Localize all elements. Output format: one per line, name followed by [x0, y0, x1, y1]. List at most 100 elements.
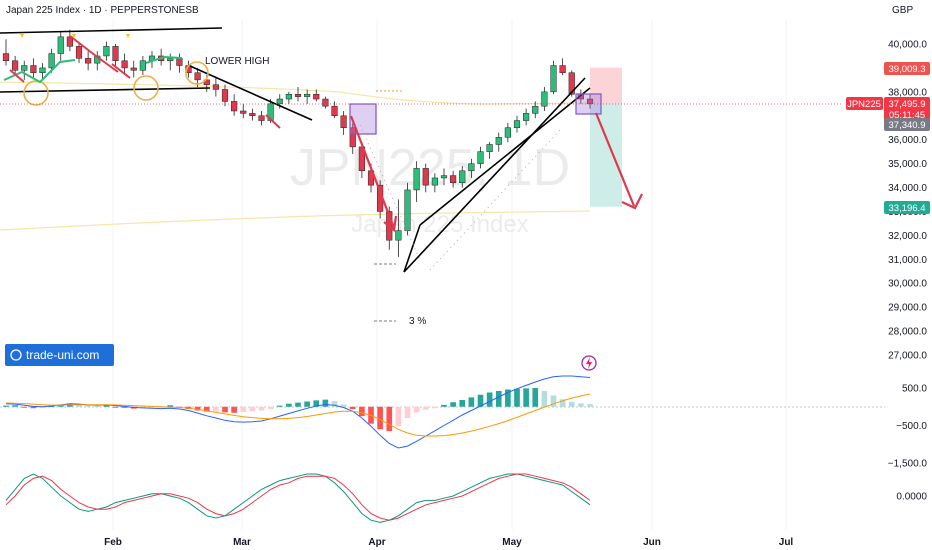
macd-histogram-bar: [249, 406, 256, 412]
lightning-event-icon[interactable]: [581, 355, 597, 371]
rising-trendline-base[interactable]: [403, 224, 421, 273]
candle[interactable]: [304, 89, 311, 104]
candle-body: [139, 60, 146, 71]
candle[interactable]: [249, 108, 256, 121]
candle[interactable]: [413, 161, 420, 202]
down-arrow-1[interactable]: [349, 115, 396, 229]
macd-histogram-bar: [505, 389, 511, 407]
candle-body: [285, 93, 292, 100]
upper-channel-line[interactable]: [0, 27, 223, 34]
candle[interactable]: [495, 132, 502, 152]
candle[interactable]: [349, 122, 356, 155]
candle[interactable]: [139, 55, 146, 76]
candle[interactable]: [541, 87, 548, 111]
candle[interactable]: [586, 94, 594, 109]
candle[interactable]: [48, 48, 55, 73]
date-tick: Feb: [104, 537, 122, 548]
candle[interactable]: [313, 89, 320, 102]
candle[interactable]: [75, 41, 83, 64]
candle[interactable]: [112, 44, 119, 66]
candle[interactable]: [477, 146, 484, 169]
candle-body: [48, 53, 55, 69]
candle[interactable]: [2, 39, 10, 66]
candle[interactable]: [422, 163, 429, 193]
logo-text: trade-uni.com: [26, 348, 99, 362]
candle[interactable]: [459, 166, 466, 188]
lower-high-trendline[interactable]: [189, 65, 313, 121]
candle[interactable]: [532, 101, 539, 119]
candle[interactable]: [550, 60, 557, 95]
candle[interactable]: [331, 101, 338, 119]
candle[interactable]: [294, 87, 302, 102]
position-zones[interactable]: [590, 67, 622, 207]
candle-body: [75, 46, 83, 59]
candle-body: [340, 115, 347, 128]
candle[interactable]: [12, 55, 19, 76]
dotted-projection-2: [429, 129, 561, 271]
candle[interactable]: [258, 110, 265, 126]
candle[interactable]: [468, 158, 475, 178]
macd-histogram-bar: [587, 404, 593, 407]
candle[interactable]: [559, 58, 566, 76]
candle[interactable]: [431, 173, 438, 193]
macd-pane[interactable]: 500.0 −500.0 −1,500.0: [3, 375, 927, 470]
stop-zone[interactable]: [590, 103, 622, 207]
rising-trendline-2[interactable]: [419, 87, 591, 226]
candle[interactable]: [513, 115, 521, 133]
candle[interactable]: [221, 84, 229, 107]
candle-body: [130, 67, 137, 71]
currency-label[interactable]: GBP: [892, 5, 913, 16]
candle-body: [559, 65, 566, 73]
candle[interactable]: [21, 60, 28, 80]
macd-histogram-bar: [514, 388, 520, 407]
candle[interactable]: [39, 63, 46, 80]
candle[interactable]: [30, 58, 37, 78]
rising-trendline-1[interactable]: [403, 77, 586, 273]
candle[interactable]: [85, 51, 92, 71]
candle[interactable]: [285, 91, 292, 104]
drawings[interactable]: [0, 27, 643, 322]
candle[interactable]: [240, 103, 247, 119]
candle[interactable]: [94, 51, 101, 71]
red-zigzag-1: [69, 35, 119, 73]
macd-histogram-bar: [286, 403, 292, 407]
grid: [112, 20, 787, 530]
candle[interactable]: [450, 170, 457, 188]
candle[interactable]: [340, 110, 347, 135]
candle[interactable]: [440, 168, 448, 186]
candle[interactable]: [322, 96, 329, 109]
candle[interactable]: [523, 108, 530, 126]
candle-body: [240, 110, 247, 114]
candle[interactable]: [121, 53, 128, 73]
candle-body: [349, 127, 356, 148]
candle[interactable]: [176, 53, 183, 73]
macd-histogram-bar: [550, 395, 557, 407]
lower-channel-line[interactable]: [0, 87, 211, 93]
down-arrow-2[interactable]: [594, 112, 636, 207]
date-tick: Jul: [779, 537, 794, 548]
candle[interactable]: [130, 60, 137, 78]
target-zone[interactable]: [590, 67, 622, 104]
watermark-symbol: JPN225, 1D: [290, 139, 570, 197]
candle[interactable]: [167, 53, 174, 71]
candle[interactable]: [404, 182, 411, 236]
candle-body: [504, 127, 511, 138]
candle[interactable]: [103, 41, 110, 61]
oscillator-pane[interactable]: 0.0000: [5, 473, 927, 523]
percent-label: 3 %: [409, 316, 426, 327]
candle-body: [422, 168, 429, 186]
candle[interactable]: [231, 94, 238, 116]
candle[interactable]: [57, 32, 64, 61]
time-axis[interactable]: Feb Mar Apr May Jun Jul: [104, 537, 793, 548]
supply-box-1[interactable]: [349, 103, 377, 135]
red-mark-3: [111, 63, 131, 79]
candle[interactable]: [212, 77, 219, 97]
price-axis[interactable]: 40,000.039,000.038,000.037,000.036,000.0…: [888, 40, 927, 362]
candle[interactable]: [504, 122, 511, 143]
candle[interactable]: [66, 29, 73, 52]
logo[interactable]: trade-uni.com: [5, 344, 114, 366]
candle[interactable]: [395, 199, 402, 257]
candle-body: [322, 98, 329, 107]
candle[interactable]: [486, 142, 493, 159]
